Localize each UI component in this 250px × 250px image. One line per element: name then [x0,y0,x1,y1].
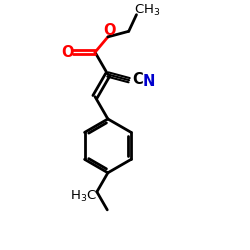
Text: O: O [62,45,74,60]
Text: C: C [132,72,143,87]
Text: H$_3$C: H$_3$C [70,189,97,204]
Text: O: O [103,23,116,38]
Text: CH$_3$: CH$_3$ [134,3,161,18]
Text: N: N [142,74,155,89]
